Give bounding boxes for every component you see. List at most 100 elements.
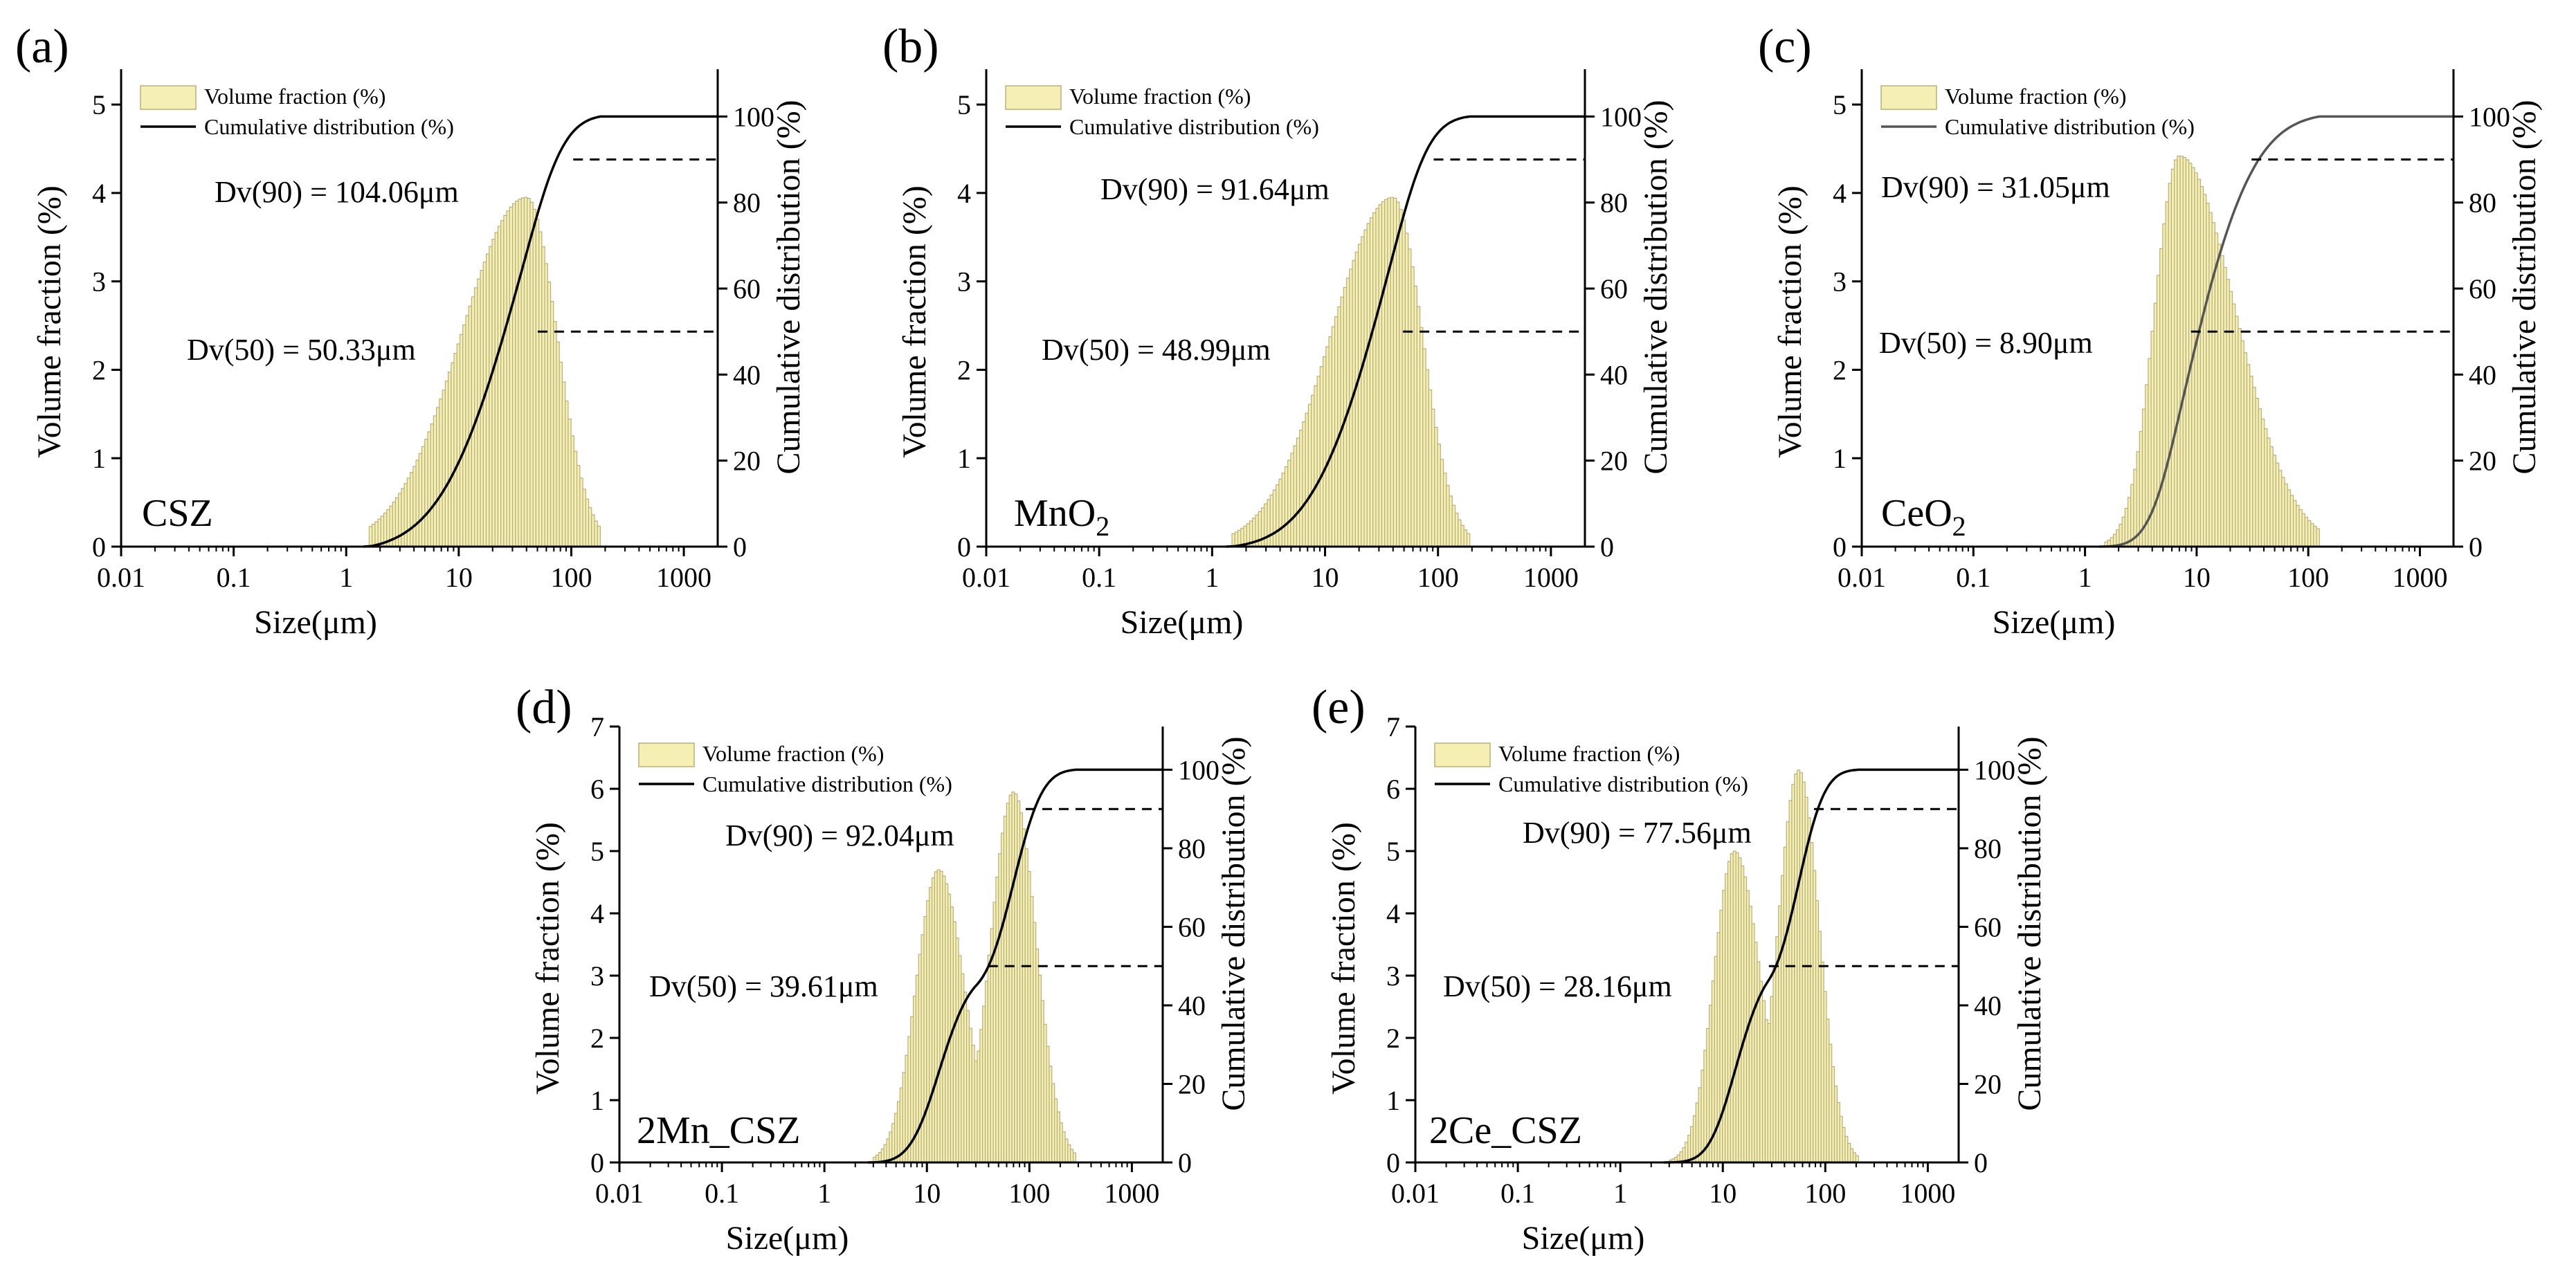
left-y-axis-title: Volume fraction (%)	[31, 185, 68, 458]
right-y-tick-label: 0	[733, 531, 747, 563]
dv50-annotation: Dv(50) = 48.99μm	[1042, 333, 1271, 367]
x-tick-label: 1	[1205, 562, 1219, 593]
x-axis-title: Size(μm)	[1121, 604, 1244, 641]
volume-fraction-bar	[2310, 523, 2314, 547]
left-y-tick-label: 3	[957, 266, 971, 298]
panel-label: (a)	[15, 20, 69, 73]
volume-fraction-bar	[1408, 248, 1412, 547]
left-y-tick-label: 5	[590, 836, 604, 867]
left-y-tick-label: 5	[1833, 89, 1847, 120]
volume-fraction-bar	[2170, 168, 2175, 547]
volume-fraction-bar	[1416, 306, 1421, 547]
chart-panel-e: (e) 0.01 0.1 1 10 100 1000 0 1 2 3 4 5 6 7 0 20 40 60 80 100…	[1312, 681, 2048, 1257]
volume-fraction-bar	[2177, 155, 2181, 547]
volume-fraction-bar	[1299, 430, 1303, 547]
volume-fraction-bar	[2168, 183, 2173, 547]
volume-fraction-bar	[2304, 517, 2309, 547]
x-tick-label: 1000	[1900, 1178, 1955, 1209]
right-y-tick-label: 20	[1974, 1068, 2002, 1099]
volume-fraction-bar	[538, 231, 543, 547]
volume-fraction-bar	[444, 381, 449, 547]
right-y-axis-title: Cumulative distribution (%)	[1215, 736, 1252, 1111]
volume-fraction-bar	[406, 477, 411, 547]
left-y-tick-label: 4	[590, 898, 604, 929]
legend-swatch-bars	[638, 742, 695, 767]
x-tick-label: 0.1	[1956, 562, 1990, 593]
volume-fraction-bar	[2269, 446, 2274, 547]
legend-swatch-bars	[1005, 85, 1062, 110]
dv50-annotation: Dv(50) = 8.90μm	[1879, 326, 2093, 360]
volume-fraction-bar	[430, 423, 435, 547]
volume-fraction-bar	[1316, 376, 1321, 547]
volume-fraction-bar	[2231, 303, 2236, 547]
volume-fraction-bar	[2267, 437, 2271, 547]
volume-fraction-bar	[1276, 484, 1280, 547]
volume-fraction-bar	[1264, 503, 1268, 547]
right-y-tick-label: 40	[1974, 990, 2002, 1021]
x-tick-label: 0.01	[595, 1178, 644, 1209]
volume-fraction-bar	[489, 246, 493, 547]
volume-fraction-bar	[2194, 172, 2198, 547]
right-y-tick-label: 20	[1178, 1068, 1206, 1099]
volume-fraction-bar	[520, 197, 525, 547]
volume-fraction-bar	[415, 459, 419, 547]
legend-entry-cumulative: Cumulative distribution (%)	[702, 772, 952, 796]
volume-fraction-bar	[503, 214, 507, 547]
panel-label: (c)	[1758, 20, 1812, 73]
volume-fraction-bars	[368, 197, 601, 547]
x-tick-label: 10	[2183, 562, 2211, 593]
volume-fraction-bar	[1458, 519, 1462, 547]
left-y-tick-label: 1	[590, 1085, 604, 1116]
volume-fraction-bar	[556, 341, 560, 547]
volume-fraction-bar	[568, 418, 572, 547]
right-y-tick-label: 0	[1974, 1147, 1988, 1178]
volume-fraction-bar	[1334, 316, 1339, 547]
volume-fraction-bar	[500, 220, 505, 547]
volume-fraction-bar	[1311, 394, 1315, 547]
volume-fraction-bar	[591, 514, 595, 547]
volume-fraction-bar	[1305, 412, 1309, 547]
volume-fraction-bar	[456, 343, 461, 547]
volume-fraction-bar	[394, 497, 399, 547]
x-axis-title: Size(μm)	[254, 604, 377, 641]
volume-fraction-bar	[427, 431, 431, 547]
volume-fraction-bar	[1369, 217, 1374, 547]
volume-fraction-bar	[1284, 466, 1289, 547]
dv90-annotation: Dv(90) = 91.64μm	[1100, 172, 1330, 206]
legend: Volume fraction (%) Cumulative distributi…	[1434, 741, 1748, 796]
volume-fraction-bar	[2229, 291, 2233, 547]
volume-fraction-bar	[2182, 157, 2186, 547]
volume-fraction-bar	[588, 506, 592, 547]
volume-fraction-bar	[579, 477, 583, 547]
volume-fraction-bar	[2130, 484, 2134, 547]
volume-fraction-bars	[2104, 155, 2320, 547]
volume-fraction-bar	[1278, 478, 1282, 547]
volume-fraction-bar	[2264, 428, 2268, 547]
volume-fraction-bar	[1460, 524, 1464, 547]
x-tick-label: 100	[2287, 562, 2329, 593]
left-y-tick-label: 6	[1386, 774, 1400, 805]
volume-fraction-bar	[2165, 201, 2169, 547]
volume-fraction-bar	[1293, 445, 1298, 547]
volume-fraction-bar	[2287, 489, 2291, 547]
volume-fraction-bar	[1287, 459, 1291, 547]
legend-entry-volume-fraction: Volume fraction (%)	[702, 741, 884, 766]
volume-fraction-bar	[485, 253, 490, 547]
panel-label: (d)	[516, 681, 572, 734]
sample-label: 2Ce_CSZ	[1429, 1109, 1582, 1152]
volume-fraction-bar	[374, 521, 379, 547]
left-y-tick-label: 4	[1833, 178, 1847, 209]
right-y-tick-label: 100	[1600, 101, 1642, 132]
volume-fraction-bar	[2156, 275, 2161, 547]
panel-label: (b)	[882, 20, 939, 73]
volume-fraction-bar	[518, 199, 522, 547]
volume-fraction-bar	[372, 523, 376, 547]
volume-fraction-bar	[2313, 526, 2317, 547]
volume-fraction-bar	[1307, 403, 1312, 547]
x-tick-label: 1	[2078, 562, 2092, 593]
volume-fraction-bar	[2307, 520, 2312, 547]
legend-entry-volume-fraction: Volume fraction (%)	[1945, 84, 2126, 109]
left-y-tick-label: 2	[957, 354, 971, 385]
x-tick-label: 10	[913, 1178, 941, 1209]
x-tick-label: 0.01	[1838, 562, 1886, 593]
